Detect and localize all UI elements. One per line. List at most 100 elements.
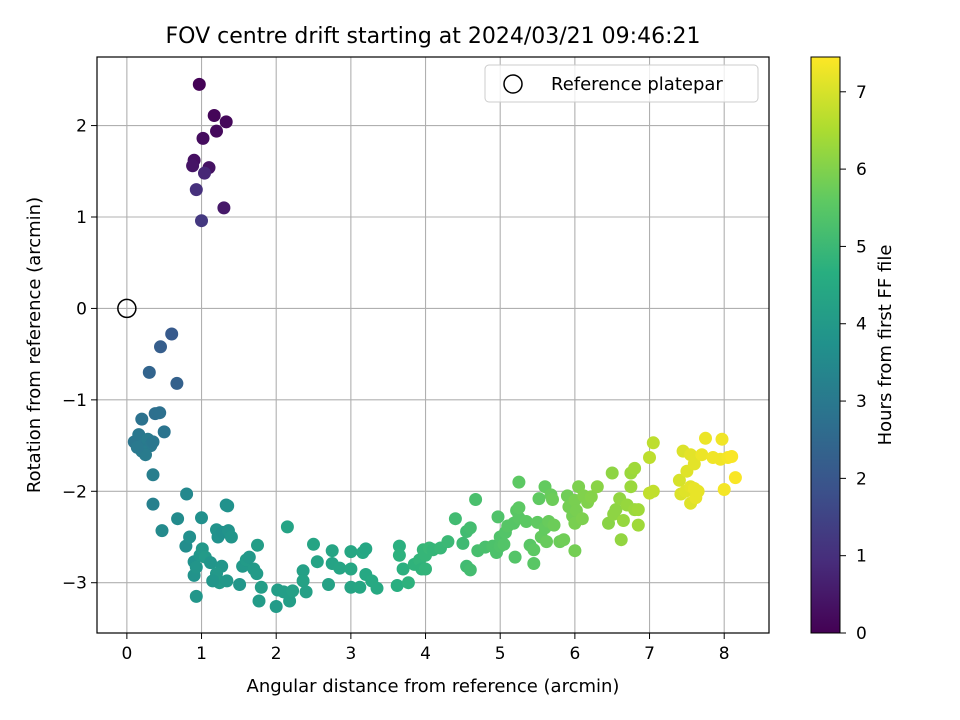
data-point bbox=[233, 578, 247, 591]
colorbar-tick-label: 6 bbox=[856, 160, 867, 180]
data-point bbox=[584, 490, 598, 504]
data-point bbox=[189, 183, 203, 197]
reference-platepar-marker bbox=[117, 298, 137, 319]
y-tick-label: 0 bbox=[76, 299, 87, 319]
data-point bbox=[219, 115, 233, 129]
data-point bbox=[344, 545, 358, 559]
data-point bbox=[296, 564, 310, 578]
data-point bbox=[296, 574, 310, 588]
colorbar-label: Hours from first FF file bbox=[875, 245, 896, 446]
data-point bbox=[157, 425, 171, 439]
data-point bbox=[392, 539, 406, 553]
data-point bbox=[221, 499, 235, 513]
data-point bbox=[687, 457, 701, 471]
y-axis-label: Rotation from reference (arcmin) bbox=[24, 197, 45, 493]
data-point bbox=[135, 412, 149, 426]
data-point bbox=[546, 493, 559, 506]
data-point bbox=[155, 524, 169, 538]
colorbar-tick-label: 4 bbox=[856, 315, 867, 335]
data-point bbox=[286, 584, 300, 598]
x-tick-label: 4 bbox=[420, 644, 431, 664]
data-point bbox=[540, 535, 553, 549]
data-point bbox=[605, 466, 619, 480]
data-point bbox=[390, 579, 404, 592]
data-point bbox=[220, 574, 234, 588]
x-tick-label: 8 bbox=[719, 644, 730, 664]
x-tick-label: 1 bbox=[196, 644, 207, 664]
colorbar-tick-label: 3 bbox=[856, 392, 867, 412]
data-point bbox=[153, 406, 167, 420]
x-tick-label: 3 bbox=[345, 644, 356, 664]
data-point bbox=[146, 435, 160, 449]
data-point bbox=[396, 562, 410, 576]
legend-label: Reference platepar bbox=[551, 74, 723, 95]
data-point bbox=[207, 109, 221, 122]
x-tick-label: 0 bbox=[121, 644, 132, 664]
data-point bbox=[250, 567, 264, 581]
data-point bbox=[497, 537, 511, 551]
data-point bbox=[456, 536, 470, 550]
data-point bbox=[359, 542, 373, 556]
data-point bbox=[254, 580, 268, 594]
legend-box bbox=[484, 64, 759, 103]
data-point bbox=[508, 550, 522, 564]
y-tick-label: −2 bbox=[62, 482, 87, 502]
data-point bbox=[146, 468, 160, 482]
data-point bbox=[307, 537, 320, 551]
data-point bbox=[299, 585, 313, 599]
data-point bbox=[699, 431, 712, 445]
data-point bbox=[224, 530, 238, 544]
data-point bbox=[491, 510, 505, 524]
data-point bbox=[325, 544, 339, 558]
colorbar-tick-label: 1 bbox=[856, 547, 867, 567]
data-point bbox=[242, 550, 256, 564]
data-point bbox=[196, 131, 210, 145]
data-point bbox=[512, 475, 526, 489]
data-point bbox=[142, 365, 156, 379]
data-point bbox=[631, 518, 645, 532]
data-point bbox=[527, 543, 541, 557]
data-point bbox=[672, 473, 686, 487]
data-point bbox=[401, 576, 415, 590]
data-point bbox=[280, 520, 294, 534]
y-tick-label: 1 bbox=[76, 208, 87, 228]
scatter-points bbox=[127, 77, 742, 613]
data-point bbox=[353, 580, 367, 594]
data-point bbox=[217, 201, 231, 215]
data-point bbox=[568, 544, 582, 558]
data-point bbox=[344, 580, 358, 594]
data-point bbox=[189, 560, 203, 574]
data-point bbox=[590, 480, 604, 494]
colorbar-ticks: 0 1 2 3 4 5 6 7 bbox=[840, 83, 867, 644]
data-point bbox=[269, 600, 283, 613]
data-point bbox=[251, 538, 264, 552]
legend-marker bbox=[503, 74, 523, 94]
data-point bbox=[609, 503, 623, 517]
data-point bbox=[527, 557, 541, 570]
data-point bbox=[165, 327, 179, 341]
data-point bbox=[146, 497, 160, 511]
data-point bbox=[646, 484, 660, 498]
data-point bbox=[170, 376, 184, 390]
plot-frame bbox=[96, 56, 770, 634]
data-point bbox=[204, 556, 217, 570]
data-point bbox=[628, 461, 642, 475]
data-point bbox=[463, 563, 477, 577]
data-point bbox=[370, 581, 384, 595]
data-point bbox=[469, 493, 483, 506]
data-point bbox=[189, 589, 203, 603]
data-point bbox=[180, 487, 194, 501]
data-point bbox=[333, 561, 347, 575]
chart-title: FOV centre drift starting at 2024/03/21 … bbox=[166, 24, 701, 49]
data-point bbox=[463, 521, 477, 535]
data-point bbox=[715, 432, 729, 446]
data-point bbox=[624, 480, 638, 494]
x-tick-label: 7 bbox=[644, 644, 655, 664]
colorbar bbox=[810, 56, 841, 634]
colorbar-tick-label: 5 bbox=[856, 237, 867, 257]
data-point bbox=[614, 533, 628, 547]
data-point bbox=[532, 492, 546, 506]
x-tick-label: 5 bbox=[495, 644, 506, 664]
data-point bbox=[198, 166, 211, 180]
